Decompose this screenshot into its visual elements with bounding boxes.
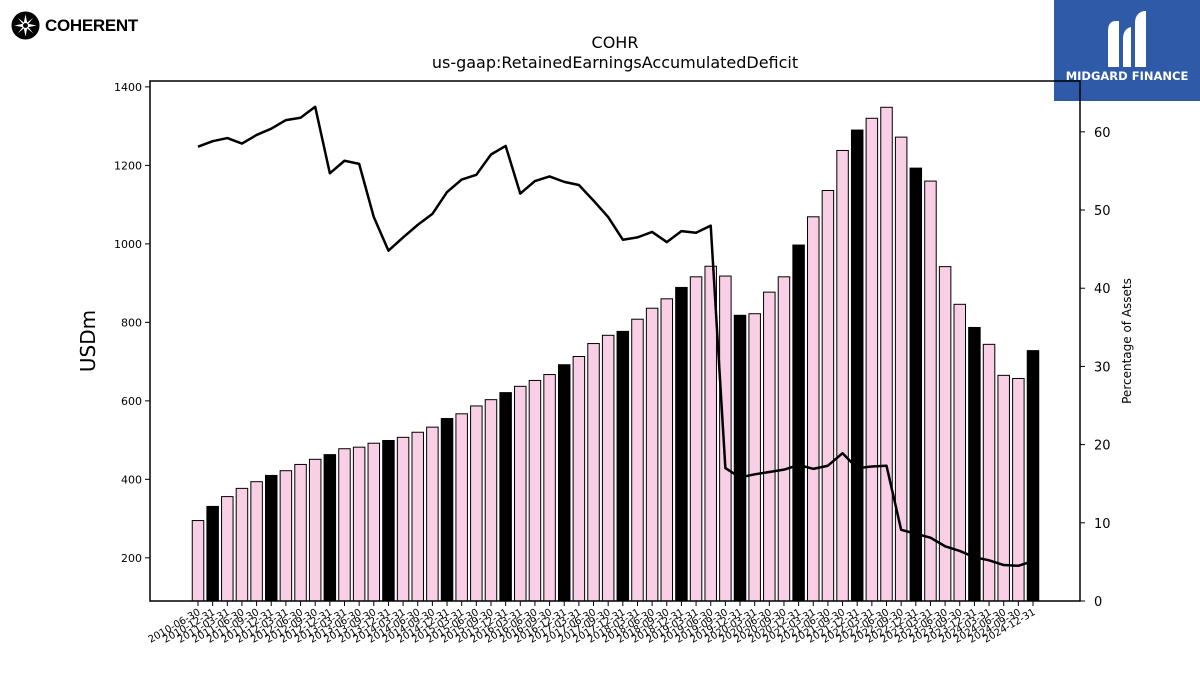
bar (250, 481, 263, 602)
bar (338, 448, 351, 602)
midgard-finance-badge: MIDGARD FINANCE (1054, 0, 1200, 101)
y-tick-label: 1000 (114, 238, 142, 251)
bar (587, 343, 600, 602)
y-tick-label: 200 (121, 552, 142, 565)
bar (440, 418, 454, 602)
y2-tick-label: 60 (1094, 126, 1111, 141)
y2-axis-label: Percentage of Assets (1120, 278, 1134, 404)
y-tick-label: 600 (121, 395, 142, 408)
y-tick-label: 800 (121, 316, 142, 329)
left-axis: 200 400 600 800 1000 1200 1400 (114, 81, 150, 565)
bar (997, 374, 1010, 602)
bar (572, 356, 586, 602)
y2-tick-label: 40 (1094, 282, 1111, 297)
bar (499, 392, 512, 602)
bar (426, 426, 439, 602)
y2-tick-label: 20 (1094, 439, 1111, 454)
y-tick-label: 400 (121, 473, 142, 486)
bar (865, 117, 879, 602)
bar (953, 303, 966, 602)
bar (631, 318, 644, 602)
y-axis-label: USDm (76, 310, 100, 372)
x-axis: 2010-06-302010-12-312011-03-312011-06-30… (147, 601, 1038, 646)
y2-tick-label: 50 (1094, 204, 1111, 219)
bar (470, 405, 483, 602)
bar (411, 431, 424, 602)
y-tick-label: 1200 (114, 159, 142, 172)
y-tick-label: 1400 (114, 81, 142, 94)
right-axis: 0 10 20 30 40 50 60 (1080, 126, 1111, 610)
bar (396, 436, 410, 602)
bar (1012, 377, 1025, 602)
bar (191, 520, 205, 602)
percentage-of-assets-line (197, 105, 1034, 568)
bar (675, 286, 688, 602)
bar (792, 244, 805, 602)
bar (938, 266, 952, 602)
coherent-logo: COHERENT (11, 11, 138, 40)
bar (543, 374, 556, 602)
chart-subtitle: us-gaap:RetainedEarningsAccumulatedDefic… (432, 53, 798, 72)
bar (235, 487, 249, 602)
bar (308, 458, 322, 602)
bar (514, 385, 527, 602)
coherent-wordmark: COHERENT (45, 15, 138, 35)
bar (719, 275, 732, 602)
bar (601, 334, 615, 602)
bar (704, 265, 717, 602)
bar (528, 379, 542, 602)
bar (206, 505, 219, 602)
bar-series (191, 106, 1040, 602)
bar (733, 314, 747, 602)
bar (660, 298, 674, 602)
bar (616, 330, 630, 602)
y2-tick-label: 0 (1094, 595, 1102, 610)
bar (294, 463, 307, 602)
midgard-wordmark: MIDGARD FINANCE (1065, 69, 1189, 83)
bar (807, 216, 820, 602)
bar (689, 276, 703, 602)
bar (484, 399, 498, 602)
bar (850, 129, 864, 602)
plot-frame (149, 80, 1081, 602)
chart-title: COHR (592, 33, 639, 52)
y2-tick-label: 30 (1094, 360, 1111, 375)
bar (763, 291, 776, 602)
bar (557, 364, 571, 602)
bar (382, 439, 395, 602)
bar (221, 496, 234, 602)
bar (968, 326, 981, 602)
bar (880, 106, 893, 602)
bar (265, 474, 278, 602)
bar (777, 276, 791, 602)
bar (455, 413, 468, 602)
bar (352, 446, 366, 602)
bar (836, 149, 849, 602)
bar (367, 442, 381, 602)
bar (748, 313, 761, 602)
bar (323, 454, 337, 602)
bar (645, 307, 659, 602)
y2-tick-label: 10 (1094, 517, 1111, 532)
midgard-m-icon (1108, 11, 1146, 67)
coherent-aperture-icon (11, 11, 40, 40)
bar (821, 189, 835, 602)
bar (279, 470, 293, 602)
